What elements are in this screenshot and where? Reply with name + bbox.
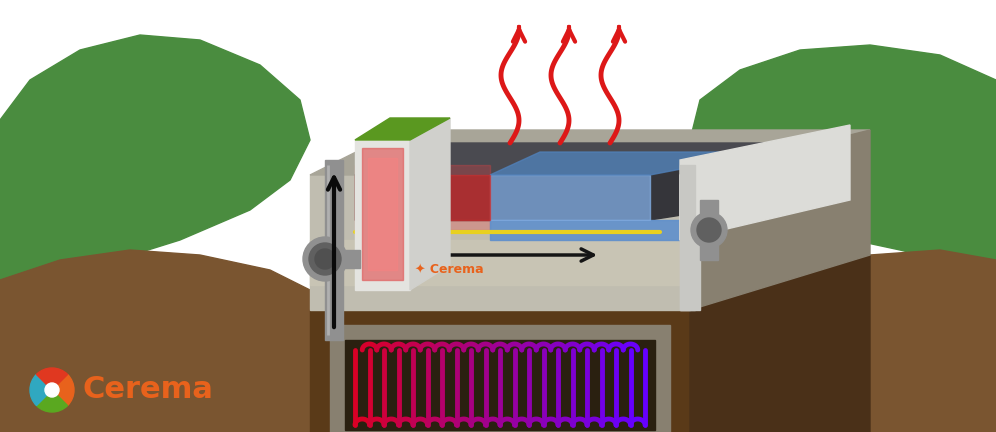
Circle shape <box>303 237 347 281</box>
Polygon shape <box>690 45 996 432</box>
Polygon shape <box>0 35 310 320</box>
Polygon shape <box>355 175 650 220</box>
Circle shape <box>45 383 59 397</box>
Polygon shape <box>690 250 996 432</box>
Polygon shape <box>325 160 343 340</box>
Polygon shape <box>690 255 870 432</box>
Wedge shape <box>52 375 74 406</box>
Polygon shape <box>355 118 450 140</box>
Polygon shape <box>410 118 450 290</box>
Wedge shape <box>30 375 52 406</box>
Polygon shape <box>310 310 690 432</box>
Polygon shape <box>355 165 490 230</box>
Polygon shape <box>0 250 370 432</box>
Polygon shape <box>355 175 490 220</box>
Polygon shape <box>325 250 360 268</box>
Polygon shape <box>368 158 397 270</box>
Polygon shape <box>330 325 670 432</box>
Polygon shape <box>310 130 870 175</box>
Circle shape <box>697 218 721 242</box>
Polygon shape <box>355 143 840 175</box>
Polygon shape <box>680 175 700 310</box>
Polygon shape <box>680 143 840 240</box>
Wedge shape <box>37 390 68 412</box>
Polygon shape <box>310 175 690 310</box>
Circle shape <box>691 212 727 248</box>
Polygon shape <box>310 240 690 285</box>
Polygon shape <box>355 118 450 140</box>
Polygon shape <box>680 165 695 310</box>
Polygon shape <box>345 340 655 430</box>
Polygon shape <box>310 255 870 310</box>
Polygon shape <box>690 130 870 310</box>
Circle shape <box>315 249 335 269</box>
Polygon shape <box>355 140 410 290</box>
Polygon shape <box>700 200 718 260</box>
Polygon shape <box>490 220 680 240</box>
Polygon shape <box>650 143 840 220</box>
Polygon shape <box>680 125 850 240</box>
Polygon shape <box>490 175 650 220</box>
Circle shape <box>309 243 341 275</box>
Polygon shape <box>362 148 403 280</box>
Polygon shape <box>490 152 770 175</box>
Text: ✦ Cerema: ✦ Cerema <box>415 264 484 276</box>
Wedge shape <box>37 368 68 390</box>
Text: Cerema: Cerema <box>82 375 213 404</box>
